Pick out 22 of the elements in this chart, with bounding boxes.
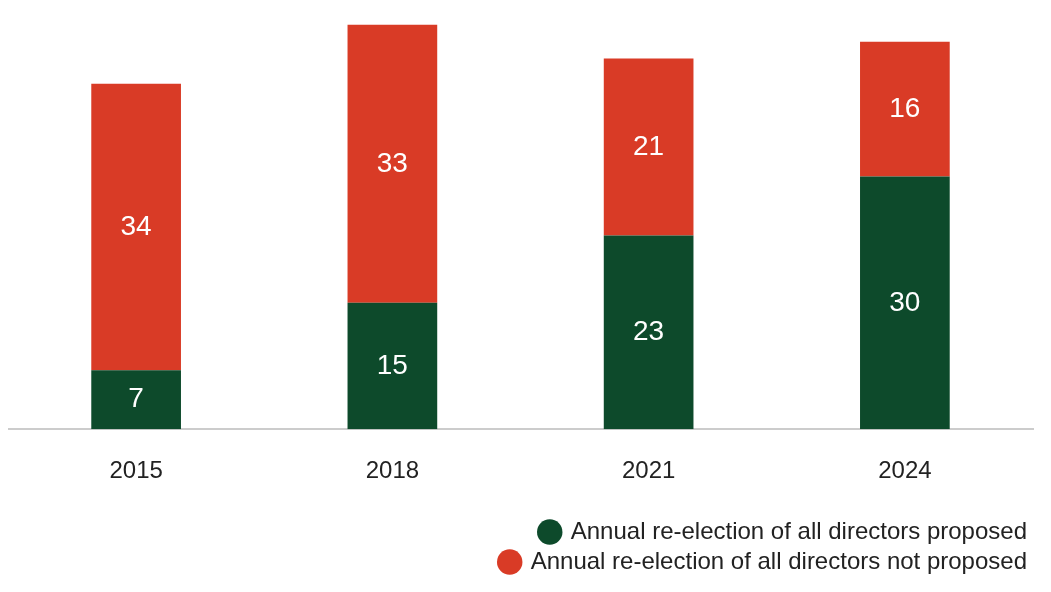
bar (603, 235, 694, 430)
bar (347, 302, 438, 430)
data-label: 21 (633, 129, 665, 161)
bar (860, 41, 950, 177)
data-label: 16 (889, 91, 921, 123)
bar (347, 24, 438, 303)
bar (91, 83, 181, 371)
data-label: 34 (120, 209, 152, 241)
data-label: 7 (128, 382, 144, 414)
data-label: 23 (633, 315, 665, 347)
x-tick-label: 2024 (878, 456, 932, 484)
data-label: 15 (376, 348, 408, 380)
bar (91, 370, 181, 430)
x-tick-label: 2018 (365, 456, 420, 484)
data-label: 30 (889, 285, 921, 317)
x-tick-label: 2015 (109, 456, 163, 484)
bar (860, 176, 950, 430)
x-tick-label: 2021 (621, 456, 676, 484)
bar (603, 58, 694, 236)
legend-label: Annual re-election of all directors proposed (570, 516, 1028, 544)
data-label: 33 (376, 146, 408, 178)
legend-label: Annual re-election of all directors not proposed (530, 546, 1028, 574)
